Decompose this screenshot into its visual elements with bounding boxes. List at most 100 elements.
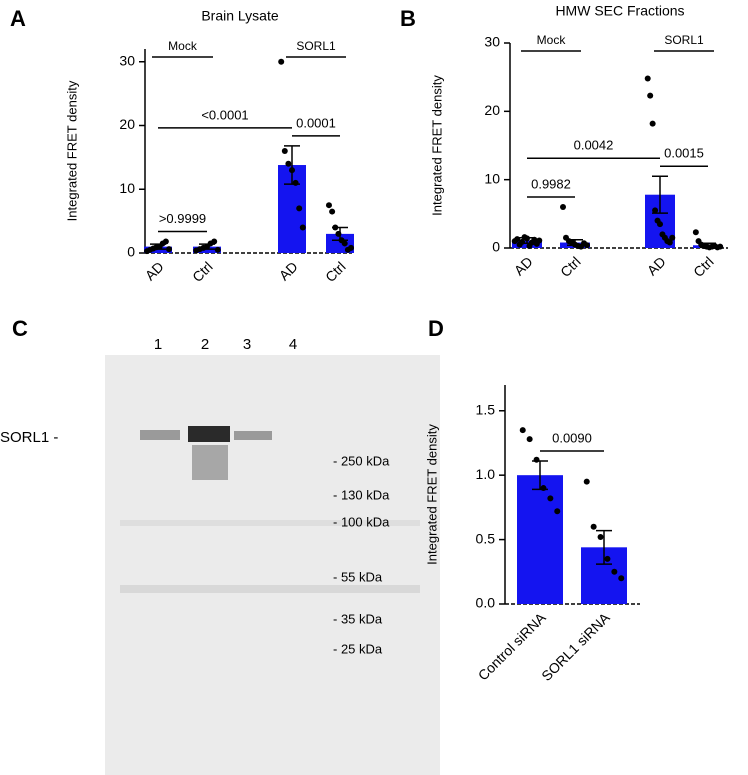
group-label: Mock (168, 39, 198, 53)
lane-label: 3 (243, 336, 251, 353)
y-tick-label: 10 (119, 180, 135, 196)
lane-label: 1 (154, 336, 162, 353)
bar (517, 475, 563, 604)
y-tick-label: 10 (484, 170, 500, 186)
y-tick-label: 0.0 (476, 595, 496, 611)
group-label: SORL1 (664, 33, 704, 47)
comparison-label: 0.0090 (552, 430, 592, 445)
chart-title: Brain Lysate (201, 8, 279, 24)
marker-label: - 100 kDa (333, 514, 390, 529)
data-point (692, 229, 699, 236)
data-point (717, 243, 724, 250)
band (234, 431, 272, 440)
blot-panel: C SORL1 - (0, 316, 440, 775)
y-tick-label: 0 (127, 244, 135, 260)
data-point (166, 246, 173, 253)
y-axis-label: Integrated FRET density (429, 75, 444, 216)
lane-label: 4 (289, 336, 297, 353)
y-tick-label: 20 (119, 116, 135, 132)
x-tick-label: Ctrl (189, 258, 216, 285)
x-tick-label: Ctrl (690, 253, 717, 280)
lane-label: 2 (201, 336, 209, 353)
data-point (514, 236, 521, 243)
comparison-label: 0.0015 (664, 146, 704, 161)
y-tick-label: 1.5 (476, 401, 496, 417)
data-point (335, 230, 342, 237)
x-tick-label: AD (276, 258, 301, 283)
x-tick-label: SORL1 siRNA (538, 609, 613, 684)
data-point (657, 221, 663, 228)
data-point (281, 148, 288, 154)
data-point (524, 235, 530, 242)
data-point (332, 224, 339, 231)
data-point (526, 436, 533, 443)
panel-label: D (428, 316, 444, 341)
data-point (289, 167, 295, 174)
band (120, 585, 420, 593)
data-point (666, 239, 673, 246)
data-point (554, 508, 561, 515)
panel-label: A (10, 6, 26, 31)
comparison-label: <0.0001 (201, 107, 248, 122)
y-tick-label: 30 (484, 34, 500, 50)
comparison-label: 0.0001 (296, 115, 336, 130)
data-point (611, 568, 618, 575)
data-point (341, 240, 348, 247)
data-point (348, 244, 355, 251)
data-point (519, 238, 526, 245)
marker-label: - 130 kDa (333, 487, 390, 502)
data-point (647, 92, 654, 99)
data-point (618, 575, 625, 582)
panel-label: C (12, 316, 28, 341)
data-point (583, 478, 590, 485)
data-point (519, 427, 526, 434)
x-tick-label: Ctrl (322, 258, 349, 285)
data-point (644, 75, 651, 82)
group-label: SORL1 (296, 39, 336, 53)
panel-label: B (400, 6, 416, 31)
data-point (649, 120, 656, 127)
data-point (285, 160, 292, 167)
y-axis-label: Integrated FRET density (424, 424, 439, 565)
error-bar (596, 529, 612, 565)
data-point (590, 523, 597, 530)
data-point (669, 234, 676, 241)
comparison-label: >0.9999 (159, 211, 206, 226)
marker-label: - 55 kDa (333, 569, 383, 584)
y-tick-label: 0 (492, 239, 500, 255)
y-tick-label: 30 (119, 52, 135, 68)
band (188, 426, 230, 442)
data-point (278, 58, 285, 65)
data-point (162, 238, 169, 245)
data-point (299, 224, 306, 231)
band-label: SORL1 - (0, 429, 58, 446)
y-tick-label: 1.0 (476, 466, 496, 482)
data-point (652, 207, 659, 214)
data-point (325, 202, 332, 209)
marker-label: - 35 kDa (333, 611, 383, 626)
band (120, 520, 420, 526)
group-label: Mock (537, 33, 567, 47)
data-point (597, 534, 604, 541)
x-tick-label: Ctrl (557, 253, 584, 280)
x-tick-label: AD (142, 258, 167, 283)
data-point (536, 237, 543, 244)
y-axis-label: Integrated FRET density (64, 80, 79, 221)
data-point (540, 485, 547, 492)
data-point (214, 246, 221, 253)
comparison-label: 0.0042 (574, 138, 614, 153)
data-point (211, 238, 218, 245)
marker-label: - 25 kDa (333, 641, 383, 656)
data-point (292, 179, 299, 186)
data-point (584, 242, 590, 249)
band (140, 430, 180, 440)
marker-label: - 250 kDa (333, 453, 390, 468)
comparison-label: 0.9982 (531, 176, 571, 191)
data-point (560, 204, 566, 210)
data-point (296, 205, 303, 212)
blot-image (105, 355, 440, 775)
x-tick-label: AD (644, 253, 669, 278)
y-tick-label: 0.5 (476, 530, 496, 546)
band (192, 445, 228, 480)
